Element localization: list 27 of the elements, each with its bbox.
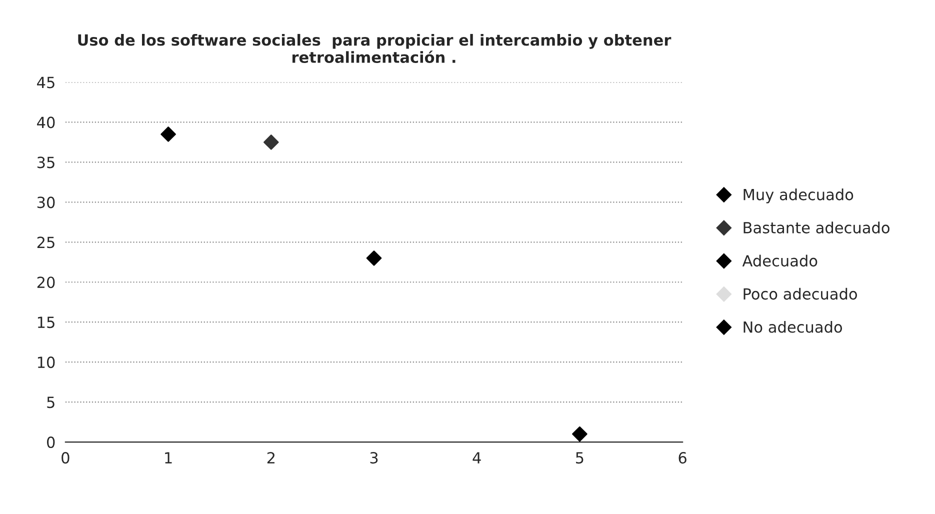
y-tick-label: 0 (47, 436, 55, 448)
y-tick-label: 45 (37, 76, 54, 88)
legend-label: Muy adecuado (744, 188, 854, 204)
x-tick-label: 6 (678, 452, 686, 464)
point (160, 126, 176, 142)
legend-label: Poco adecuado (744, 288, 857, 300)
point (264, 134, 279, 150)
y-tick-label: 35 (37, 156, 54, 168)
x-tick-label: 3 (370, 452, 378, 464)
point (572, 426, 588, 442)
chart-title: Uso de los software sociales para propiciar el intercambio y obtener retroalimentación . (78, 34, 672, 64)
x-tick-label: 0 (62, 452, 70, 464)
legend-label: Bastante adecuado (744, 222, 890, 234)
y-tick-label: 25 (37, 236, 54, 248)
x-tick-label: 2 (267, 452, 274, 464)
y-tick-label: 15 (38, 316, 54, 328)
point (366, 250, 382, 266)
legend-label: No adecuado (744, 320, 842, 333)
x-tick-label: 4 (472, 452, 481, 464)
y-tick-label: 20 (37, 276, 55, 288)
y-tick-label: 10 (38, 356, 55, 368)
y-tick-label: 30 (37, 196, 55, 208)
y-tick-label: 40 (37, 116, 55, 128)
y-tick-label: 5 (47, 396, 54, 408)
legend-label: Adecuado (742, 254, 818, 267)
x-tick-label: 1 (165, 452, 172, 464)
x-tick-label: 5 (576, 452, 584, 464)
